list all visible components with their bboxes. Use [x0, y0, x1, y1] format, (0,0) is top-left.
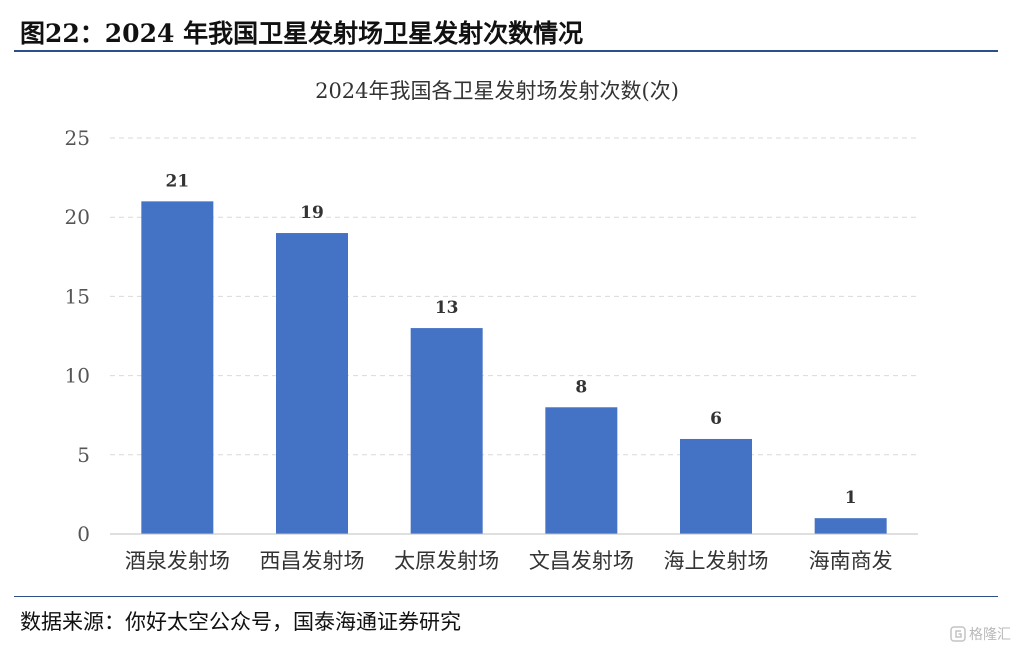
brand-logo-icon — [950, 626, 966, 642]
x-tick-label: 西昌发射场 — [260, 549, 365, 573]
x-tick-label: 海南商发 — [809, 549, 893, 573]
bar — [410, 328, 483, 534]
y-tick-label: 25 — [65, 126, 90, 150]
top-rule — [14, 50, 998, 52]
watermark: 格隆汇 — [950, 624, 1011, 644]
source-note: 数据来源：你好太空公众号，国泰海通证券研究 — [20, 610, 461, 634]
data-label: 6 — [710, 409, 722, 429]
bar — [545, 407, 618, 534]
data-label: 13 — [435, 298, 459, 318]
y-tick-label: 15 — [65, 284, 90, 308]
x-axis-ticks: 酒泉发射场 西昌发射场 太原发射场 文昌发射场 海上发射场 海南商发 — [125, 549, 893, 573]
bar-chart: 2024年我国各卫星发射场发射次数(次) 0 5 10 15 20 25 21 19 13 8 6… — [65, 79, 918, 573]
x-tick-label: 海上发射场 — [664, 549, 769, 573]
bar — [141, 201, 214, 535]
bottom-rule — [14, 596, 998, 597]
x-tick-label: 文昌发射场 — [529, 549, 634, 573]
x-tick-label: 酒泉发射场 — [125, 549, 230, 573]
bar — [814, 518, 887, 534]
x-tick-label: 太原发射场 — [394, 549, 499, 573]
y-tick-label: 0 — [77, 522, 90, 546]
gridlines — [110, 137, 918, 456]
y-tick-label: 10 — [65, 364, 90, 388]
y-tick-label: 20 — [65, 205, 90, 229]
bars — [141, 201, 887, 535]
data-labels: 21 19 13 8 6 1 — [165, 171, 856, 508]
chart-title: 2024年我国各卫星发射场发射次数(次) — [315, 79, 679, 103]
data-label: 19 — [300, 203, 324, 223]
y-axis-ticks: 0 5 10 15 20 25 — [65, 126, 90, 546]
bar — [680, 438, 752, 534]
data-label: 1 — [845, 488, 857, 508]
watermark-text: 格隆汇 — [969, 627, 1011, 643]
bar — [276, 233, 348, 535]
data-label: 21 — [165, 171, 189, 191]
figure-title: 图22：2024 年我国卫星发射场卫星发射次数情况 — [20, 19, 584, 48]
data-label: 8 — [575, 377, 587, 397]
y-tick-label: 5 — [77, 443, 90, 467]
